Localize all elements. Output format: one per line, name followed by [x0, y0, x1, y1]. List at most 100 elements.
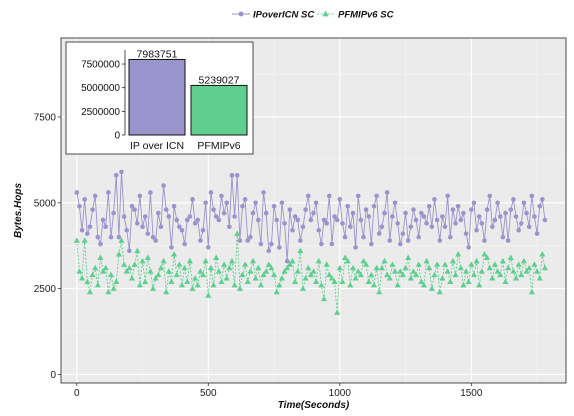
legend-label: PFMIPv6 SC — [338, 10, 394, 21]
y-tick-label: 2500 — [34, 284, 57, 295]
data-point — [136, 281, 143, 288]
data-point — [74, 190, 80, 195]
data-point — [492, 217, 498, 223]
legend-marker — [322, 10, 329, 17]
inset-bar-value-label: 7983751 — [137, 48, 178, 60]
data-point — [115, 251, 122, 257]
data-point — [487, 193, 493, 199]
data-point — [342, 234, 348, 240]
inset-bar — [190, 84, 248, 136]
data-point — [207, 264, 214, 271]
data-point — [508, 207, 514, 212]
data-point — [228, 257, 236, 264]
data-point — [415, 261, 422, 267]
data-point — [323, 261, 330, 267]
data-point — [434, 217, 440, 223]
data-point — [382, 210, 387, 216]
data-point — [484, 254, 491, 260]
data-point — [224, 200, 230, 206]
data-point — [405, 238, 411, 243]
data-point — [240, 203, 245, 209]
data-point — [439, 275, 446, 281]
data-point — [184, 278, 191, 284]
data-point — [432, 197, 437, 202]
data-point — [174, 217, 180, 223]
data-point — [426, 264, 433, 271]
data-point — [205, 292, 212, 298]
data-point — [242, 197, 248, 202]
data-point — [134, 221, 140, 226]
data-point — [150, 285, 157, 291]
data-point — [407, 275, 414, 281]
data-point — [100, 217, 106, 223]
data-point — [265, 261, 272, 267]
data-point — [326, 193, 332, 199]
data-point — [334, 309, 341, 315]
y-axis-title: Bytes.Hops — [13, 183, 24, 238]
data-point — [279, 200, 285, 206]
data-point — [476, 214, 482, 219]
data-point — [440, 214, 445, 219]
data-point — [321, 217, 327, 223]
data-point — [436, 288, 443, 295]
data-point — [441, 261, 449, 267]
data-point — [418, 278, 425, 284]
data-point — [245, 238, 251, 243]
data-point — [511, 197, 516, 202]
data-point — [297, 247, 304, 254]
data-point — [231, 281, 238, 288]
data-point — [100, 268, 107, 274]
data-point — [490, 224, 495, 230]
data-point — [471, 200, 477, 206]
data-point — [137, 193, 143, 199]
data-point — [486, 264, 493, 271]
data-point — [365, 278, 372, 284]
data-point — [147, 268, 154, 274]
data-point — [103, 224, 109, 230]
data-point — [171, 203, 177, 209]
data-point — [368, 271, 375, 278]
data-point — [242, 261, 249, 267]
data-point — [357, 271, 364, 278]
data-point — [118, 237, 125, 243]
data-point — [481, 251, 488, 257]
data-point — [502, 278, 509, 284]
data-point — [310, 268, 317, 274]
data-point — [482, 238, 487, 243]
data-point — [536, 275, 543, 281]
data-point — [181, 264, 188, 271]
data-point — [444, 268, 451, 274]
data-point — [244, 278, 251, 284]
data-point — [108, 234, 114, 240]
data-point — [263, 210, 269, 216]
data-point — [119, 169, 124, 175]
data-point — [255, 264, 262, 271]
data-point — [247, 268, 254, 274]
data-point — [150, 234, 156, 240]
data-point — [403, 210, 408, 216]
data-point — [426, 203, 432, 209]
legend-label: IPoverICN SC — [253, 10, 314, 21]
data-point — [363, 207, 369, 212]
data-point — [266, 248, 272, 254]
data-point — [455, 251, 462, 257]
data-point — [163, 288, 170, 295]
data-point — [271, 203, 277, 209]
data-point — [424, 221, 429, 226]
data-point — [387, 238, 393, 243]
data-point — [305, 193, 311, 199]
data-point — [131, 261, 138, 267]
data-point — [287, 207, 293, 212]
data-point — [465, 278, 472, 284]
data-point — [431, 271, 438, 278]
data-point — [284, 258, 290, 264]
data-point — [457, 264, 464, 271]
data-point — [507, 254, 514, 260]
data-point — [218, 278, 225, 284]
data-point — [129, 203, 135, 209]
data-point — [194, 281, 201, 288]
data-point — [205, 245, 211, 250]
data-point — [460, 281, 467, 288]
data-point — [176, 261, 183, 267]
data-point — [524, 210, 529, 216]
